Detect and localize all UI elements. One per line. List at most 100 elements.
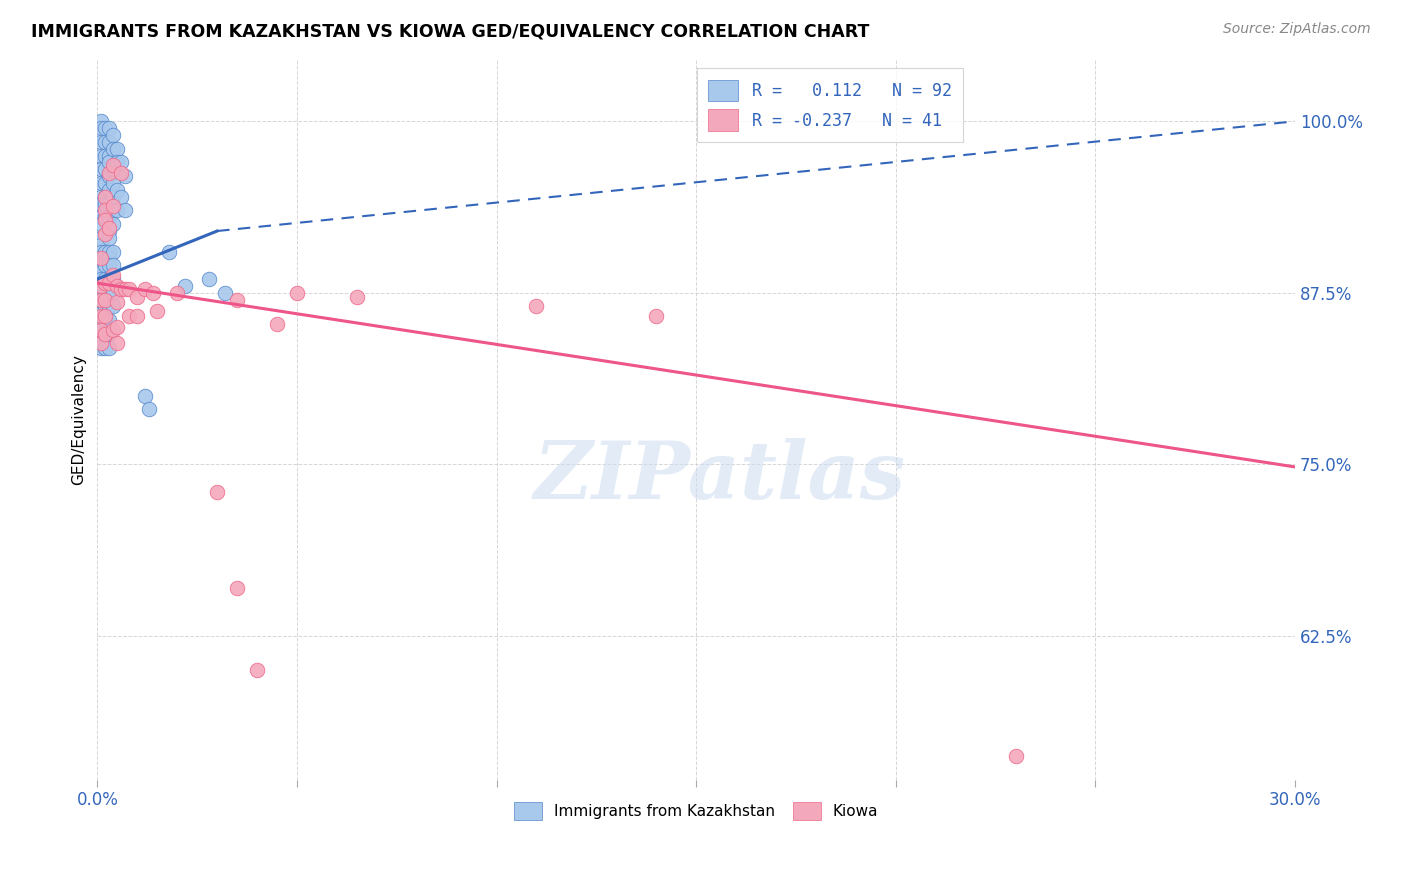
Point xyxy=(98,272,121,286)
Y-axis label: GED/Equivalency: GED/Equivalency xyxy=(72,354,86,485)
Point xyxy=(114,169,136,184)
Point xyxy=(103,323,125,337)
Point xyxy=(98,169,121,184)
Point xyxy=(98,258,121,272)
Point xyxy=(103,300,125,314)
Point xyxy=(110,190,132,204)
Point xyxy=(142,285,165,300)
Point xyxy=(94,300,117,314)
Point xyxy=(103,285,125,300)
Point xyxy=(98,121,121,136)
Point xyxy=(98,155,121,169)
Point xyxy=(103,158,125,172)
Point xyxy=(118,309,141,323)
Point xyxy=(90,300,112,314)
Text: IMMIGRANTS FROM KAZAKHSTAN VS KIOWA GED/EQUIVALENCY CORRELATION CHART: IMMIGRANTS FROM KAZAKHSTAN VS KIOWA GED/… xyxy=(31,22,869,40)
Point xyxy=(98,252,121,266)
Point xyxy=(90,211,112,225)
Point xyxy=(103,176,125,190)
Point xyxy=(198,272,221,286)
Point xyxy=(166,285,188,300)
Point xyxy=(90,196,112,211)
Point xyxy=(94,244,117,259)
Point xyxy=(90,114,112,128)
Point xyxy=(226,581,249,595)
Point xyxy=(94,196,117,211)
Point xyxy=(90,217,112,231)
Point xyxy=(94,326,117,341)
Point xyxy=(205,484,228,499)
Point xyxy=(105,336,128,351)
Point xyxy=(645,309,668,323)
Point xyxy=(1004,749,1026,764)
Point xyxy=(103,128,125,142)
Point xyxy=(105,279,128,293)
Point xyxy=(346,290,368,304)
Point xyxy=(94,313,117,327)
Point xyxy=(94,285,117,300)
Point xyxy=(98,341,121,355)
Point xyxy=(98,211,121,225)
Point xyxy=(90,162,112,177)
Point xyxy=(98,300,121,314)
Point xyxy=(105,320,128,334)
Point xyxy=(105,295,128,310)
Point xyxy=(98,326,121,341)
Point xyxy=(127,290,149,304)
Point xyxy=(90,285,112,300)
Point xyxy=(98,196,121,211)
Point xyxy=(94,211,117,225)
Point xyxy=(103,142,125,156)
Point xyxy=(103,190,125,204)
Point xyxy=(103,258,125,272)
Point xyxy=(94,162,117,177)
Point xyxy=(94,293,117,307)
Point xyxy=(146,303,169,318)
Point xyxy=(98,313,121,327)
Point xyxy=(98,231,121,245)
Point xyxy=(103,199,125,213)
Point xyxy=(90,148,112,162)
Point xyxy=(90,135,112,149)
Point xyxy=(94,258,117,272)
Point xyxy=(134,282,156,296)
Point xyxy=(90,323,112,337)
Point xyxy=(90,244,112,259)
Point xyxy=(94,121,117,136)
Point xyxy=(90,293,112,307)
Point xyxy=(98,183,121,197)
Point xyxy=(94,309,117,323)
Point xyxy=(94,148,117,162)
Point xyxy=(103,244,125,259)
Point xyxy=(98,276,121,290)
Point xyxy=(94,276,117,290)
Point xyxy=(94,190,117,204)
Point xyxy=(114,282,136,296)
Point xyxy=(114,203,136,218)
Point xyxy=(103,162,125,177)
Point xyxy=(90,341,112,355)
Point xyxy=(90,272,112,286)
Point xyxy=(214,285,236,300)
Point xyxy=(118,282,141,296)
Point xyxy=(90,309,112,323)
Legend: Immigrants from Kazakhstan, Kiowa: Immigrants from Kazakhstan, Kiowa xyxy=(508,796,884,826)
Point xyxy=(90,279,112,293)
Point xyxy=(285,285,308,300)
Point xyxy=(90,306,112,320)
Point xyxy=(98,224,121,238)
Point xyxy=(90,265,112,279)
Point xyxy=(174,279,197,293)
Point xyxy=(98,135,121,149)
Text: Source: ZipAtlas.com: Source: ZipAtlas.com xyxy=(1223,22,1371,37)
Point xyxy=(90,237,112,252)
Point xyxy=(90,190,112,204)
Point xyxy=(110,155,132,169)
Point xyxy=(94,135,117,149)
Point xyxy=(526,300,548,314)
Point xyxy=(94,272,117,286)
Point xyxy=(90,176,112,190)
Point xyxy=(90,252,112,266)
Point xyxy=(98,221,121,235)
Point xyxy=(90,231,112,245)
